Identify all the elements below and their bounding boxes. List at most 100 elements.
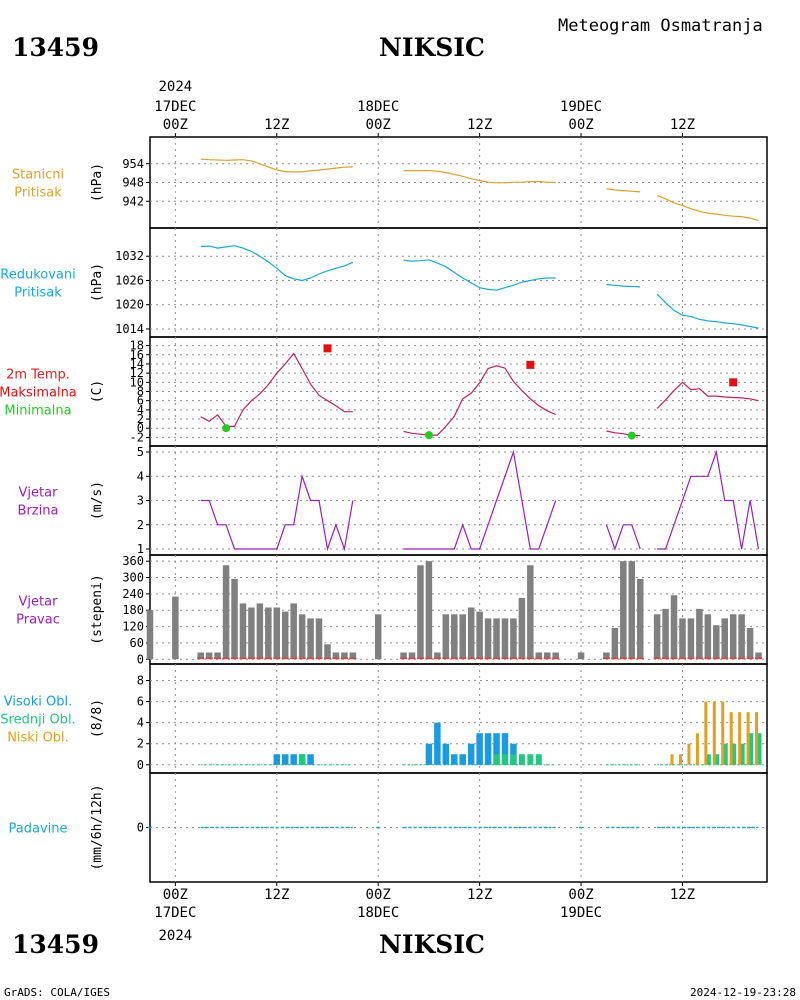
cloud-bar: [721, 701, 725, 765]
panel-label: Pravac: [16, 613, 60, 628]
y-tick-label: 1026: [115, 273, 144, 287]
panel-label: 2m Temp.: [6, 368, 70, 383]
wind-dir-bar: [341, 652, 348, 660]
cloud-bar: [527, 754, 534, 765]
cloud-bar: [501, 754, 508, 765]
time-tick-label-bottom: 18DEC: [357, 905, 399, 921]
panel-label: Niski Obl.: [7, 731, 69, 746]
time-tick-label-top: 12Z: [467, 117, 492, 133]
y-tick-label: 16: [130, 348, 144, 362]
cloud-bar: [290, 754, 297, 765]
wind-dir-bar: [324, 644, 331, 660]
y-tick-label: 240: [122, 587, 144, 601]
cloud-bar: [307, 754, 314, 765]
time-tick-label-top: 19DEC: [560, 99, 602, 115]
time-tick-label-bottom: 17DEC: [154, 905, 196, 921]
time-axis-bottom: 00Z 17DEC 12Z 00Z 18DEC 12Z 00Z 19DEC 12Z 2024: [154, 882, 695, 944]
cloud-bar: [755, 733, 762, 765]
cloud-bar: [729, 712, 733, 765]
wind-dir-bar: [459, 614, 466, 660]
panel-wind_speed: 1 2 3 4 5 (m/s) Vjetar Brzina: [18, 445, 768, 556]
y-tick-label: 60: [130, 636, 144, 650]
tmax-marker: [323, 344, 332, 353]
wind-dir-bar: [543, 652, 551, 660]
series-line: [403, 449, 557, 550]
cloud-bar: [501, 733, 509, 765]
wind-dir-bar: [518, 597, 526, 660]
time-tick-label-top: 00Z: [366, 117, 391, 133]
wind-dir-bar: [738, 614, 745, 660]
cloud-bar: [738, 743, 745, 765]
y-tick-label: 1: [137, 542, 144, 556]
station-id-top: 13459: [12, 33, 99, 62]
series-line: [656, 293, 759, 329]
wind-dir-bar: [611, 627, 619, 660]
tmin-marker: [424, 431, 433, 440]
panel-label: Srednji Obl.: [0, 713, 75, 728]
panel-clouds: 0 2 4 6 8 (8/8) Visoki Obl. Srednji Obl. Niski O…: [0, 663, 768, 774]
series-line: [606, 188, 641, 193]
cloud-bar: [755, 712, 759, 765]
time-tick-label-top: 00Z: [163, 117, 188, 133]
wind-dir-bar: [273, 607, 281, 660]
cloud-bar: [747, 733, 754, 765]
panel-label: Padavine: [9, 822, 68, 837]
wind-dir-bar: [425, 561, 433, 660]
wind-dir-bar: [214, 652, 221, 660]
wind-dir-bar: [721, 618, 728, 660]
wind-dir-bar: [636, 578, 644, 660]
cloud-bar: [518, 754, 525, 765]
y-tick-label: 0: [137, 758, 144, 772]
wind-dir-bar: [146, 610, 154, 660]
wind-dir-bar: [374, 614, 382, 660]
cloud-bar: [451, 754, 458, 765]
tmax-marker: [526, 360, 535, 369]
station-name-bottom: NIKSIC: [379, 930, 485, 959]
series-line: [656, 195, 759, 222]
time-tick-label-top: 12Z: [264, 117, 289, 133]
cloud-bar: [281, 754, 289, 765]
tmin-marker: [627, 431, 636, 440]
wind-dir-bar: [476, 611, 483, 660]
series-line: [200, 473, 354, 552]
wind-dir-bar: [577, 652, 585, 660]
y-tick-label: 942: [122, 194, 144, 208]
wind-dir-bar: [493, 618, 500, 660]
wind-dir-bar: [417, 565, 424, 660]
y-tick-label: 4: [137, 403, 144, 417]
panel-frame: [149, 663, 768, 774]
time-tick-label-bottom: 00Z: [568, 887, 593, 903]
time-tick-label-bottom: 12Z: [670, 887, 695, 903]
y-tick-label: 5: [137, 445, 144, 459]
year-label-top: 2024: [158, 79, 192, 95]
wind-dir-bar: [248, 607, 255, 660]
time-tick-label-bottom: 00Z: [163, 887, 188, 903]
station-id-bottom: 13459: [12, 930, 99, 959]
cloud-bar: [476, 733, 483, 765]
wind-dir-bar: [434, 652, 441, 660]
y-axis-label: (stepeni): [90, 574, 105, 644]
wind-dir-bar: [349, 652, 357, 660]
cloud-bar: [442, 743, 450, 765]
y-axis-label: (C): [90, 380, 105, 403]
wind-dir-bar: [729, 614, 737, 660]
time-tick-label-bottom: 00Z: [366, 887, 391, 903]
y-tick-label: 10: [130, 375, 144, 389]
cloud-bar: [510, 754, 517, 765]
wind-dir-bar: [696, 608, 703, 660]
time-tick-label-top: 18DEC: [357, 99, 399, 115]
wind-dir-bar: [679, 618, 686, 660]
y-tick-label: 1020: [115, 298, 144, 312]
wind-dir-bar: [552, 652, 559, 660]
y-tick-label: 12: [130, 366, 144, 380]
wind-dir-bar: [704, 614, 712, 660]
series-line: [200, 245, 354, 282]
cloud-bar: [299, 754, 306, 765]
cloud-bar: [670, 754, 674, 765]
wind-dir-bar: [315, 618, 323, 660]
wind-dir-bar: [653, 614, 661, 660]
wind-dir-bar: [501, 618, 509, 660]
time-axis-top: 2024 17DEC 00Z 12Z 18DEC 00Z 12Z 19DEC 00Z 12Z: [154, 79, 695, 137]
series-line: [606, 283, 641, 288]
wind-dir-bar: [298, 614, 306, 660]
